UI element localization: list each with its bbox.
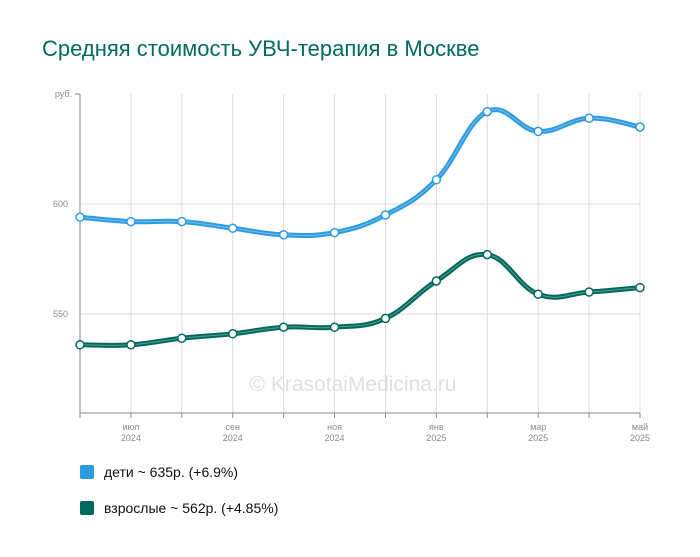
chart-title: Средняя стоимость УВЧ-терапия в Москве xyxy=(42,36,480,61)
data-point xyxy=(227,223,238,233)
data-point xyxy=(482,106,493,117)
series-line-highlight xyxy=(79,253,641,346)
x-tick-label-year: 2025 xyxy=(630,433,650,443)
x-tick-label-year: 2025 xyxy=(426,433,446,443)
data-point xyxy=(126,340,136,350)
data-point xyxy=(329,227,340,238)
legend-label-children: дети ~ 635р. (+6.9%) xyxy=(104,464,239,480)
data-point xyxy=(278,230,289,240)
data-point xyxy=(126,216,136,227)
data-point xyxy=(177,216,187,227)
data-point xyxy=(380,313,391,324)
y-tick-label: 550 xyxy=(53,309,68,319)
data-point xyxy=(533,289,543,299)
data-point xyxy=(75,340,85,350)
x-tick-label-month: май xyxy=(632,422,648,432)
legend-swatch-children xyxy=(80,465,94,479)
x-tick-label-month: сен xyxy=(225,422,240,432)
data-point xyxy=(75,212,85,222)
data-point xyxy=(329,322,340,332)
series-line-highlight xyxy=(79,109,641,237)
watermark: © KrasotaiMedicina.ru xyxy=(250,373,457,396)
legend-item-children[interactable]: дети ~ 635р. (+6.9%) xyxy=(80,462,278,482)
data-point xyxy=(278,322,289,332)
legend: дети ~ 635р. (+6.9%) взрослые ~ 562р. (+… xyxy=(80,462,278,534)
legend-label-adults: взрослые ~ 562р. (+4.85%) xyxy=(104,500,279,516)
x-tick-label-year: 2024 xyxy=(223,433,243,443)
x-tick-label-month: мар xyxy=(530,422,546,432)
data-point xyxy=(635,282,645,293)
data-point xyxy=(177,333,187,343)
y-tick-label: 600 xyxy=(53,199,68,209)
data-point xyxy=(227,329,238,339)
data-point xyxy=(431,276,442,286)
data-point xyxy=(533,126,543,137)
data-point xyxy=(635,122,645,132)
x-tick-label-year: 2025 xyxy=(528,433,548,443)
x-tick-label-month: янв xyxy=(429,422,444,432)
data-point xyxy=(380,210,391,220)
x-tick-label-month: июл xyxy=(122,422,139,432)
series-line-adults xyxy=(77,251,643,348)
data-point xyxy=(584,113,594,123)
x-tick-label-year: 2024 xyxy=(121,433,141,443)
data-point xyxy=(431,175,442,185)
x-tick-label-month: ноя xyxy=(327,422,342,432)
data-point xyxy=(482,249,493,260)
x-tick-label-year: 2024 xyxy=(325,433,345,443)
data-point xyxy=(584,287,594,297)
y-axis-label: руб. xyxy=(55,89,72,99)
legend-item-adults[interactable]: взрослые ~ 562р. (+4.85%) xyxy=(80,498,278,518)
legend-swatch-adults xyxy=(80,501,94,515)
